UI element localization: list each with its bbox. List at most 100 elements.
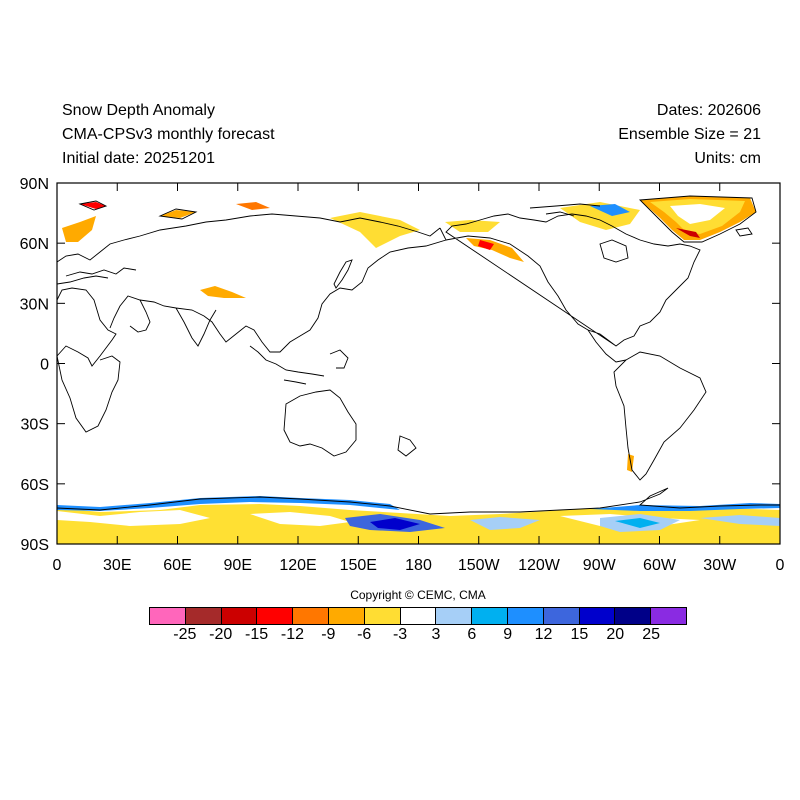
colorbar-label: 3 bbox=[431, 626, 441, 643]
arctic-islands-coast bbox=[529, 203, 601, 217]
west-antarctica-lightblue bbox=[470, 517, 540, 530]
south-america-coast bbox=[613, 351, 707, 481]
colorbar-label: 20 bbox=[606, 626, 625, 643]
colorbar-label: -15 bbox=[245, 626, 269, 643]
colorbar-swatch bbox=[257, 608, 294, 624]
hudson-bay bbox=[599, 239, 629, 263]
lon-tick-label: 120E bbox=[279, 557, 316, 574]
colorbar-label: -20 bbox=[209, 626, 233, 643]
novaya-zemlya-coast bbox=[158, 208, 198, 220]
coastlines bbox=[56, 195, 780, 515]
canadian-arctic-blue bbox=[590, 204, 630, 216]
lon-tick-label: 90W bbox=[583, 557, 617, 574]
header-right: Dates: 202606 Ensemble Size = 21 Units: … bbox=[618, 99, 761, 171]
initial-date: Initial date: 20251201 bbox=[62, 150, 216, 167]
lon-tick-label: 30E bbox=[103, 557, 131, 574]
model-name: CMA-CPSv3 monthly forecast bbox=[62, 126, 275, 143]
colorbar-label: 12 bbox=[534, 626, 553, 643]
chukotka-anomaly bbox=[445, 220, 500, 232]
colorbar bbox=[149, 607, 687, 625]
lat-tick-label: 60S bbox=[21, 477, 49, 494]
ensemble-size: Ensemble Size = 21 bbox=[618, 126, 761, 143]
lon-tick-label: 60W bbox=[643, 557, 677, 574]
colorbar-label: 25 bbox=[642, 626, 661, 643]
lat-tick-label: 30S bbox=[21, 417, 49, 434]
new-zealand-coast bbox=[397, 435, 417, 457]
antarctica-white-patch bbox=[250, 512, 350, 526]
map-frame bbox=[56, 182, 781, 545]
colorbar-swatch bbox=[221, 608, 258, 624]
alaska-red bbox=[478, 240, 494, 250]
colorbar-swatch bbox=[543, 608, 580, 624]
colorbar-label: -3 bbox=[392, 626, 408, 643]
svalbard-coast bbox=[78, 200, 108, 211]
colorbar-label: -25 bbox=[173, 626, 197, 643]
colorbar-label: -6 bbox=[357, 626, 372, 643]
colorbar-label: -9 bbox=[321, 626, 336, 643]
map-title: Snow Depth Anomaly bbox=[62, 102, 215, 119]
colorbar-swatch bbox=[185, 608, 222, 624]
colorbar-swatch bbox=[293, 608, 329, 624]
colorbar-swatch bbox=[472, 608, 508, 624]
antarctica-white-patch bbox=[57, 510, 210, 526]
latitude-axis: 90N 60N 30N 0 30S 60S 90S bbox=[20, 176, 780, 554]
copyright-notice: Copyright © CEMC, CMA bbox=[350, 588, 486, 602]
mediterranean-coast bbox=[65, 267, 151, 333]
colorbar-swatch bbox=[579, 608, 616, 624]
greenland-interior-white bbox=[670, 204, 725, 224]
colorbar-swatch bbox=[651, 608, 686, 624]
lon-tick-label: 120W bbox=[518, 557, 561, 574]
colorbar-swatch bbox=[400, 608, 437, 624]
forecast-dates: Dates: 202606 bbox=[656, 102, 761, 119]
longitude-axis: 0 30E 60E 90E 120E 150E 180 150W 120W 90W 60W 30W 0 bbox=[53, 183, 785, 574]
iceland-coast bbox=[735, 227, 753, 237]
india-coast bbox=[175, 307, 217, 347]
colorbar-label: 9 bbox=[503, 626, 513, 643]
antarctica-coast-blue bbox=[590, 503, 780, 511]
antarctica-coast bbox=[56, 487, 780, 515]
north-america-coast bbox=[445, 213, 701, 347]
tibet-anomaly bbox=[200, 286, 246, 298]
alaska-anomaly bbox=[466, 238, 524, 262]
lon-tick-label: 30W bbox=[703, 557, 737, 574]
japan-coast bbox=[333, 259, 353, 289]
severnaya-anomaly bbox=[236, 202, 270, 210]
colorbar-swatch bbox=[150, 608, 186, 624]
colorbar-label: 15 bbox=[570, 626, 589, 643]
colorbar-label: -12 bbox=[280, 626, 305, 643]
lon-tick-label: 0 bbox=[776, 557, 785, 574]
colorbar-swatch bbox=[436, 608, 473, 624]
africa-coast bbox=[56, 287, 121, 433]
antarctica-lightblue bbox=[700, 515, 780, 526]
colorbar-labels: -25 -20 -15 -12 -9 -6 -3 3 6 9 12 15 20 25 bbox=[0, 626, 800, 646]
header-left: Snow Depth Anomaly CMA-CPSv3 monthly for… bbox=[62, 99, 275, 171]
central-america-coast bbox=[587, 329, 627, 363]
colorbar-swatch bbox=[615, 608, 652, 624]
svalbard-anomaly bbox=[80, 202, 106, 209]
lon-tick-label: 180 bbox=[405, 557, 432, 574]
australia-coast bbox=[283, 389, 357, 457]
se-asia-coast bbox=[249, 345, 349, 385]
greenland-red bbox=[676, 228, 700, 238]
greenland-coast bbox=[638, 195, 757, 243]
colorbar-swatch bbox=[364, 608, 401, 624]
lon-tick-label: 90E bbox=[224, 557, 252, 574]
colorbar-swatch bbox=[328, 608, 365, 624]
anomaly-fields bbox=[57, 196, 780, 544]
lat-tick-label: 30N bbox=[20, 296, 49, 313]
colorbar-swatch bbox=[507, 608, 544, 624]
lon-tick-label: 150W bbox=[458, 557, 501, 574]
lon-tick-label: 150E bbox=[340, 557, 377, 574]
units-label: Units: cm bbox=[694, 150, 761, 167]
colorbar-label: 6 bbox=[467, 626, 477, 643]
lon-tick-label: 0 bbox=[53, 557, 62, 574]
west-antarctica-blue bbox=[615, 518, 660, 528]
lon-tick-label: 60E bbox=[163, 557, 191, 574]
lat-tick-label: 90N bbox=[20, 176, 49, 193]
ross-sea-darkblue bbox=[370, 518, 420, 530]
lat-tick-label: 0 bbox=[40, 357, 49, 374]
scandinavia-anomaly bbox=[62, 216, 96, 242]
east-siberia-anomaly bbox=[330, 212, 420, 248]
lat-tick-label: 90S bbox=[21, 537, 49, 554]
